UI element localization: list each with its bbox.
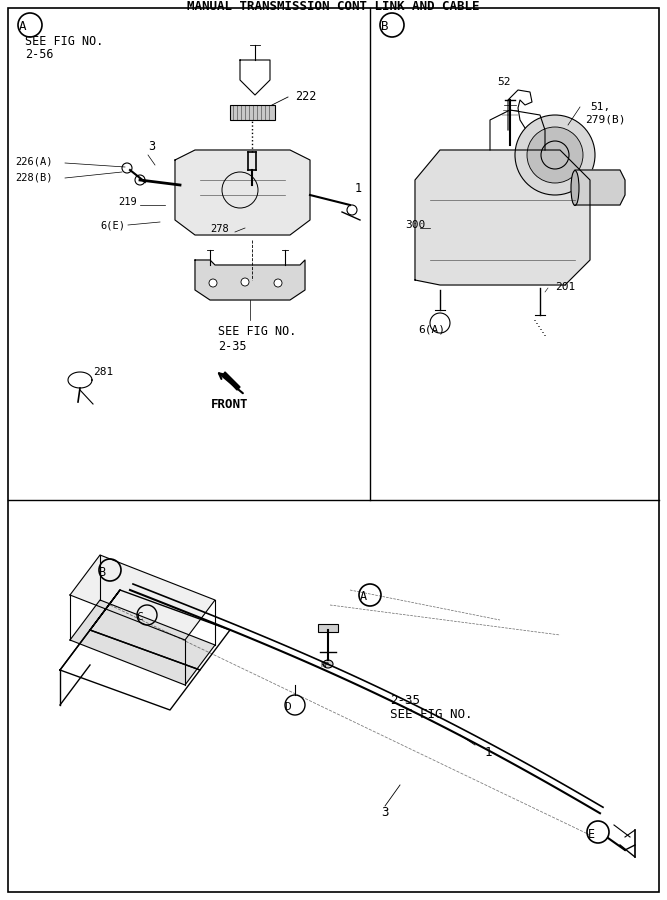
Text: 201: 201: [555, 282, 575, 292]
Text: 1: 1: [484, 745, 492, 759]
Polygon shape: [575, 170, 625, 205]
Polygon shape: [195, 260, 305, 300]
Text: FRONT: FRONT: [211, 398, 249, 411]
Text: 6(E): 6(E): [100, 220, 125, 230]
Text: 52: 52: [497, 77, 510, 87]
Circle shape: [122, 163, 132, 173]
Text: 2-35: 2-35: [390, 694, 420, 706]
Text: 226(A): 226(A): [15, 157, 53, 167]
Circle shape: [515, 115, 595, 195]
Text: 219: 219: [118, 197, 137, 207]
Text: 300: 300: [405, 220, 426, 230]
Circle shape: [527, 127, 583, 183]
Text: 278: 278: [210, 224, 229, 234]
Circle shape: [274, 279, 282, 287]
Text: 3: 3: [382, 806, 389, 818]
Ellipse shape: [323, 660, 333, 668]
Text: A: A: [360, 590, 367, 604]
Text: 228(B): 228(B): [15, 172, 53, 182]
Circle shape: [209, 279, 217, 287]
Text: SEE FIG NO.: SEE FIG NO.: [218, 325, 296, 338]
Bar: [230, 105, 275, 120]
Circle shape: [241, 278, 249, 286]
Text: E: E: [588, 827, 594, 841]
Text: SEE FIG NO.: SEE FIG NO.: [390, 708, 472, 722]
Text: 279(B): 279(B): [585, 114, 626, 124]
Circle shape: [135, 175, 145, 185]
Text: 2-56: 2-56: [25, 48, 53, 61]
Text: 281: 281: [93, 367, 113, 377]
Text: A: A: [19, 21, 27, 33]
Polygon shape: [223, 372, 240, 390]
Text: 3: 3: [148, 140, 155, 153]
Circle shape: [347, 205, 357, 215]
Polygon shape: [415, 150, 590, 285]
Text: B: B: [99, 565, 107, 579]
Text: C: C: [137, 612, 143, 622]
Text: D: D: [285, 702, 291, 712]
Polygon shape: [70, 600, 215, 685]
Bar: [318, 624, 338, 632]
Text: 6(A): 6(A): [418, 325, 445, 335]
Text: RP: RP: [321, 662, 329, 668]
Text: 2-35: 2-35: [218, 340, 247, 353]
Ellipse shape: [571, 170, 579, 205]
Text: SEE FIG NO.: SEE FIG NO.: [25, 35, 103, 48]
Text: 51,: 51,: [590, 102, 610, 112]
Polygon shape: [175, 150, 310, 235]
Text: B: B: [382, 21, 389, 33]
Polygon shape: [70, 555, 215, 640]
Text: 1: 1: [355, 182, 362, 195]
Text: 222: 222: [295, 90, 316, 103]
Text: MANUAL TRANSMISSION CONT LINK AND CABLE: MANUAL TRANSMISSION CONT LINK AND CABLE: [187, 1, 480, 13]
